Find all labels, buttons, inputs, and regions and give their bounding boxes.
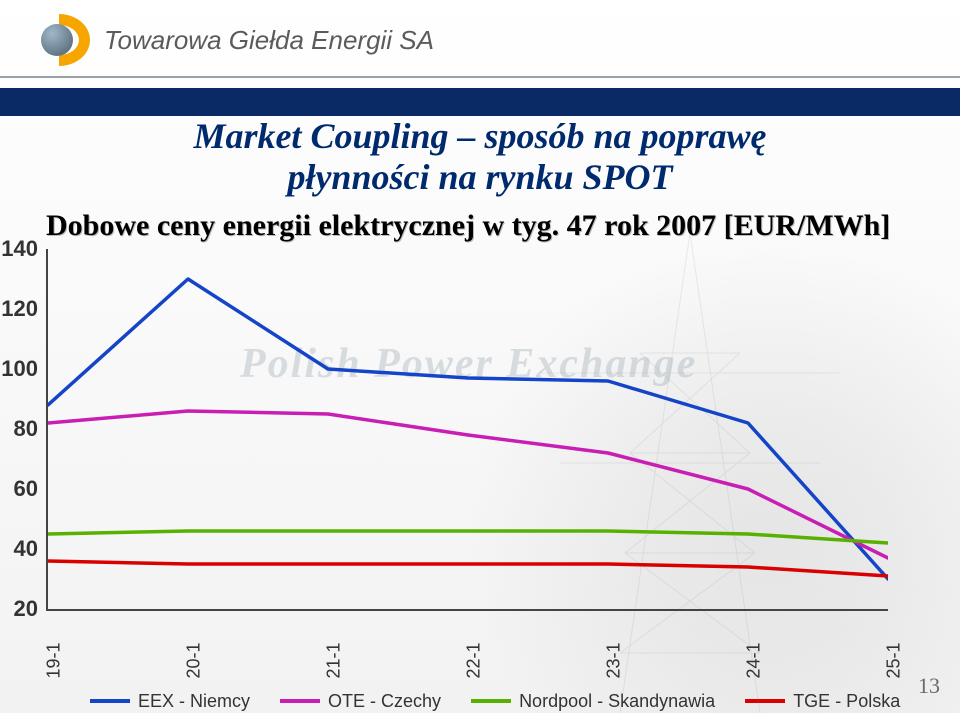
x-tick-label: 24-1 bbox=[744, 642, 765, 678]
x-tick-label: 19-1 bbox=[44, 642, 65, 678]
chart-subtitle: Dobowe ceny energii elektrycznej w tyg. … bbox=[46, 209, 930, 243]
y-tick-label: 140 bbox=[0, 236, 38, 262]
x-tick-label: 22-1 bbox=[464, 642, 485, 678]
y-tick-label: 100 bbox=[0, 356, 38, 382]
company-name: Towarowa Giełda Energii SA bbox=[104, 25, 434, 56]
y-tick-label: 80 bbox=[0, 416, 38, 442]
x-tick-label: 23-1 bbox=[604, 642, 625, 678]
chart-legend: EEX - Niemcy OTE - Czechy Nordpool - Skand… bbox=[90, 691, 960, 712]
line-chart bbox=[46, 249, 888, 611]
legend-swatch bbox=[745, 699, 785, 703]
chart-container: 2040608010012014019-120-121-122-123-124-… bbox=[46, 249, 920, 611]
slide: Polish Power Exchange Towarowa Giełda En… bbox=[0, 0, 960, 713]
blue-accent-bar bbox=[0, 88, 960, 116]
legend-swatch bbox=[90, 699, 130, 703]
series-line bbox=[48, 561, 888, 576]
x-tick-label: 25-1 bbox=[884, 642, 905, 678]
legend-item: OTE - Czechy bbox=[280, 691, 441, 712]
legend-swatch bbox=[280, 699, 320, 703]
x-tick-label: 21-1 bbox=[324, 642, 345, 678]
legend-item: Nordpool - Skandynawia bbox=[471, 691, 715, 712]
logo-icon bbox=[28, 14, 90, 66]
legend-item: TGE - Polska bbox=[745, 691, 900, 712]
page-number: 13 bbox=[918, 673, 940, 699]
legend-label: Nordpool - Skandynawia bbox=[519, 691, 715, 712]
legend-swatch bbox=[471, 699, 511, 703]
y-tick-label: 20 bbox=[0, 596, 38, 622]
header-rule bbox=[0, 76, 960, 78]
y-tick-label: 60 bbox=[0, 476, 38, 502]
legend-label: EEX - Niemcy bbox=[138, 691, 250, 712]
y-tick-label: 40 bbox=[0, 536, 38, 562]
series-line bbox=[48, 531, 888, 543]
legend-label: TGE - Polska bbox=[793, 691, 900, 712]
title-line1: Market Coupling – sposób na poprawę bbox=[193, 116, 766, 156]
title-block: Market Coupling – sposób na poprawę płyn… bbox=[30, 116, 930, 199]
legend-label: OTE - Czechy bbox=[328, 691, 441, 712]
chart-svg bbox=[48, 249, 888, 609]
legend-item: EEX - Niemcy bbox=[90, 691, 250, 712]
title-line2: płynności na rynku SPOT bbox=[287, 157, 672, 197]
header: Towarowa Giełda Energii SA bbox=[0, 0, 960, 72]
x-tick-label: 20-1 bbox=[184, 642, 205, 678]
y-tick-label: 120 bbox=[0, 296, 38, 322]
